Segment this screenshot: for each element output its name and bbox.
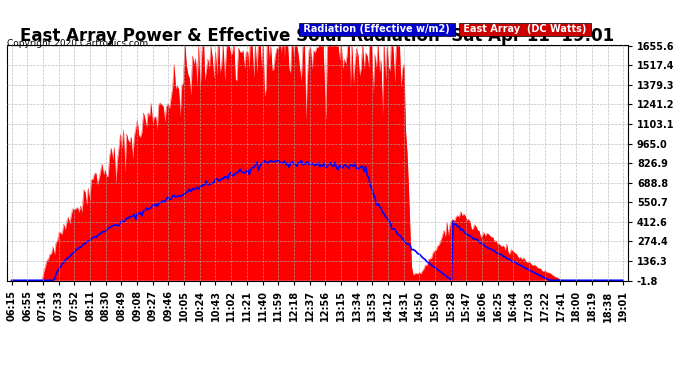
Text: Radiation (Effective w/m2): Radiation (Effective w/m2)	[300, 24, 453, 34]
Text: Copyright 2020 Cartronics.com: Copyright 2020 Cartronics.com	[7, 39, 148, 48]
Text: East Array  (DC Watts): East Array (DC Watts)	[460, 24, 590, 34]
Title: East Array Power & Effective Solar Radiation  Sat Apr 11  19:01: East Array Power & Effective Solar Radia…	[20, 27, 615, 45]
